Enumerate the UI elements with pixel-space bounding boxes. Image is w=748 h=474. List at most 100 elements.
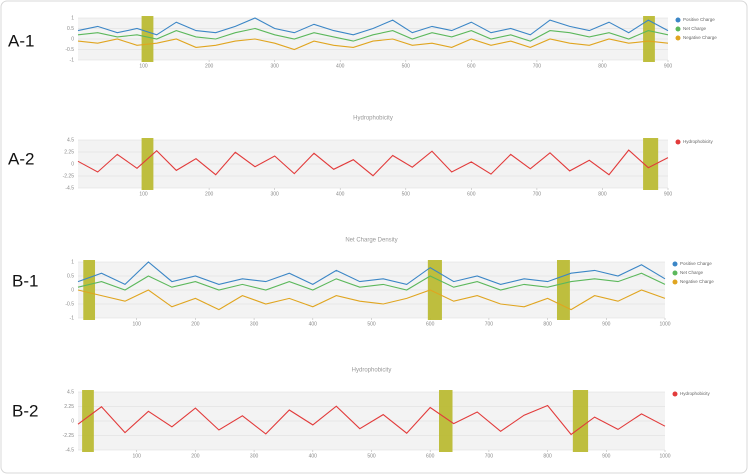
chart-title: Hydrophobicity	[353, 116, 393, 122]
legend-label: Positive Charge	[683, 17, 715, 22]
x-tick-label: 900	[602, 321, 611, 327]
x-tick-label: 300	[250, 453, 259, 459]
y-tick-label: 0	[71, 287, 74, 293]
legend-marker	[672, 270, 678, 276]
y-tick-label: 0	[71, 161, 74, 167]
x-tick-label: 500	[402, 191, 411, 197]
y-tick-label: 1	[71, 15, 74, 21]
y-tick-label: 0	[71, 36, 74, 42]
x-tick-label: 600	[467, 191, 476, 197]
x-tick-label: 500	[367, 453, 376, 459]
panel-label: B-1	[12, 271, 38, 290]
series-line	[77, 272, 666, 291]
y-tick-label: 4.5	[67, 389, 74, 395]
series-line	[77, 27, 669, 42]
legend-label: Hydrophobicity	[683, 139, 714, 144]
x-tick-label: 700	[485, 453, 494, 459]
x-tick-label: 600	[467, 63, 476, 69]
highlight-region	[572, 390, 589, 452]
panel-label: A-2	[8, 149, 34, 168]
x-tick-label: 300	[250, 321, 259, 327]
highlight-region	[141, 16, 154, 62]
series-line	[77, 261, 666, 286]
legend-label: Negative Charge	[680, 279, 714, 284]
x-tick-label: 600	[426, 321, 435, 327]
legend-marker	[672, 261, 678, 267]
y-tick-label: 2.25	[64, 149, 74, 155]
series-line	[77, 17, 669, 36]
x-tick-label: 100	[133, 321, 142, 327]
x-tick-label: 400	[336, 191, 345, 197]
y-tick-label: 4.5	[67, 137, 74, 143]
x-tick-label: 200	[191, 321, 200, 327]
x-tick-label: 300	[270, 191, 279, 197]
legend-label: Net Charge	[683, 26, 707, 31]
y-tick-label: -1	[70, 315, 75, 321]
x-tick-label: 500	[367, 321, 376, 327]
series-line	[77, 38, 669, 51]
y-tick-label: -2.25	[63, 433, 75, 439]
x-tick-label: 700	[485, 321, 494, 327]
chart-title: Net Charge Density	[345, 238, 397, 244]
y-tick-label: -4.5	[65, 447, 74, 453]
highlight-region	[556, 260, 570, 320]
x-tick-label: 500	[402, 63, 411, 69]
legend-marker	[672, 391, 678, 397]
x-tick-label: 400	[309, 453, 318, 459]
highlight-region	[83, 260, 96, 320]
y-tick-label: -2.25	[63, 173, 75, 179]
legend-label: Negative Charge	[683, 35, 717, 40]
x-tick-label: 800	[598, 191, 607, 197]
legend-label: Hydrophobicity	[680, 391, 711, 396]
x-tick-label: 100	[139, 191, 148, 197]
x-tick-label: 600	[426, 453, 435, 459]
y-tick-label: 0	[71, 418, 74, 424]
x-tick-label: 900	[664, 191, 673, 197]
x-tick-label: 900	[602, 453, 611, 459]
highlight-region	[643, 16, 655, 62]
panel-label: B-2	[12, 401, 38, 420]
x-tick-label: 1000	[659, 453, 670, 459]
highlight-region	[439, 390, 453, 452]
x-tick-label: 700	[533, 63, 542, 69]
x-tick-label: 200	[205, 191, 214, 197]
highlight-region	[427, 260, 442, 320]
x-tick-label: 700	[533, 191, 542, 197]
chart-title: Hydrophobicity	[352, 368, 392, 374]
x-tick-label: 1000	[659, 321, 670, 327]
y-tick-label: 1	[71, 259, 74, 265]
x-tick-label: 800	[598, 63, 607, 69]
x-tick-label: 900	[664, 63, 673, 69]
x-tick-label: 400	[309, 321, 318, 327]
y-tick-label: 2.25	[64, 404, 74, 410]
highlight-region	[141, 138, 154, 190]
legend-label: Positive Charge	[680, 261, 712, 266]
legend-marker	[672, 279, 678, 285]
x-tick-label: 100	[133, 453, 142, 459]
y-tick-label: -0.5	[65, 301, 74, 307]
series-line	[77, 404, 666, 436]
legend-label: Net Charge	[680, 270, 704, 275]
legend-marker	[675, 35, 681, 41]
y-tick-label: -1	[70, 57, 75, 63]
x-tick-label: 100	[139, 63, 148, 69]
series-line	[77, 289, 666, 311]
highlight-region	[82, 390, 94, 452]
x-tick-label: 400	[336, 63, 345, 69]
x-tick-label: 800	[543, 453, 552, 459]
legend-marker	[675, 139, 681, 145]
x-tick-label: 200	[191, 453, 200, 459]
y-tick-label: -0.5	[65, 47, 74, 53]
legend-marker	[675, 26, 681, 32]
legend-marker	[675, 17, 681, 23]
panel-label: A-1	[8, 31, 34, 50]
y-tick-label: 0.5	[67, 273, 74, 279]
highlight-region	[643, 138, 659, 190]
y-tick-label: -4.5	[65, 185, 74, 191]
x-tick-label: 200	[205, 63, 214, 69]
x-tick-label: 800	[543, 321, 552, 327]
series-line	[77, 149, 669, 177]
